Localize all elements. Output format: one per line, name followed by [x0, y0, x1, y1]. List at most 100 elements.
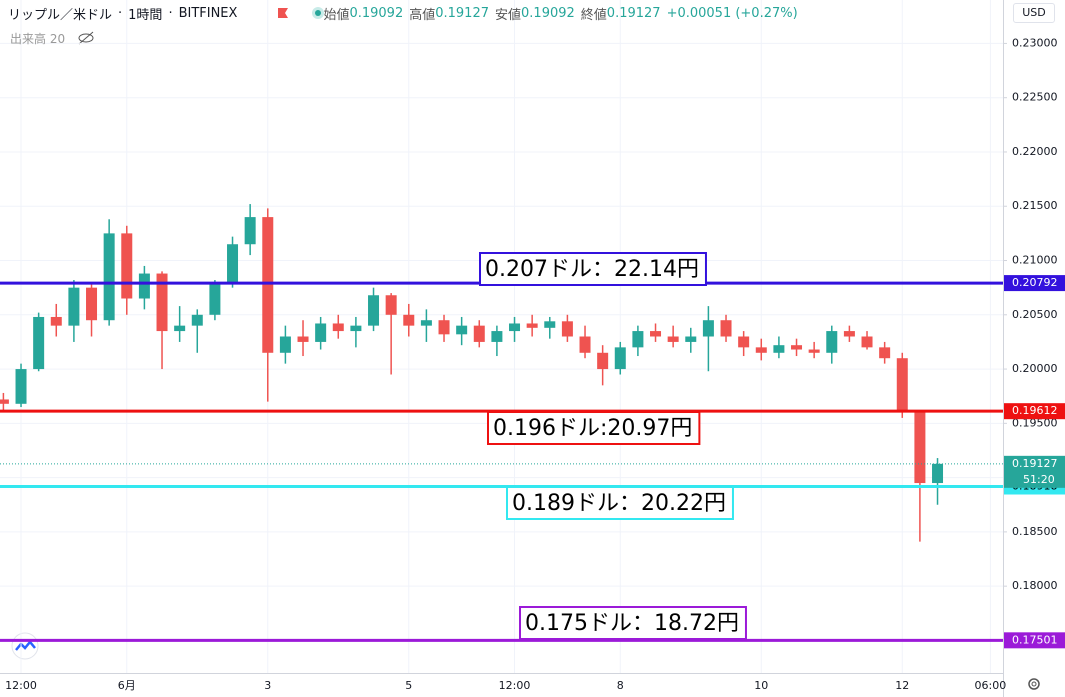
y-tick-label: 0.21000 [1012, 254, 1058, 267]
x-tick-label: 06:00 [975, 679, 1007, 692]
candle-body [279, 336, 291, 353]
candle-body [138, 273, 150, 299]
candle-body [174, 325, 186, 332]
interval: 1時間 [128, 8, 163, 23]
candle-body [826, 331, 838, 353]
countdown: 51:20 [1023, 473, 1055, 486]
candle-body [33, 316, 45, 370]
symbol: リップル／米ドル [8, 8, 113, 23]
price-tag-label: 0.17501 [1012, 633, 1058, 646]
close: 0.19127 [606, 6, 661, 21]
logo[interactable] [11, 632, 39, 660]
low-label: 安値 [495, 8, 522, 23]
candle-body [738, 336, 750, 348]
currency-button[interactable]: USD [1013, 3, 1055, 23]
x-tick-label: 10 [754, 679, 768, 692]
candle-body [156, 273, 168, 332]
flag-icon[interactable] [278, 8, 288, 18]
annotation-box [479, 252, 707, 286]
candle-body [597, 352, 609, 370]
candle-body [15, 369, 27, 404]
price-tag-label: 0.20792 [1012, 276, 1058, 289]
candle-body [456, 325, 468, 335]
candle-body [632, 331, 644, 348]
annotation: 0.189ドル：20.22円 [506, 486, 734, 520]
candle-body [385, 295, 397, 315]
volume-label: 出来高 [10, 32, 47, 46]
annotation: 0.175ドル：18.72円 [519, 606, 747, 640]
candle-body [614, 347, 626, 370]
candle-body [667, 336, 679, 342]
candle-body [368, 295, 380, 326]
candle-body [755, 347, 767, 353]
annotation-label: 0.207ドル：22.14円 [485, 257, 699, 282]
annotation-label: 0.175ドル：18.72円 [525, 611, 739, 636]
candle-body [438, 320, 450, 335]
close-label: 終値 [580, 8, 607, 23]
settings-icon[interactable] [1028, 678, 1040, 690]
candle-body [315, 323, 327, 342]
candle-body [191, 314, 203, 326]
high: 0.19127 [435, 6, 489, 21]
candle-body [509, 323, 521, 332]
candle-body [350, 325, 362, 332]
candle-body [0, 399, 9, 404]
candle-body [473, 325, 485, 342]
exchange: BITFINEX [178, 6, 238, 21]
high-label: 高値 [409, 8, 436, 23]
candle-body [68, 287, 80, 326]
annotation: 0.196ドル:20.97円 [487, 411, 701, 445]
annotation-label: 0.196ドル:20.97円 [493, 416, 692, 441]
open: 0.19092 [349, 6, 404, 21]
candle-body [685, 336, 697, 342]
candle-body [702, 320, 714, 337]
annotation: 0.207ドル：22.14円 [479, 252, 707, 286]
price-tag [1004, 455, 1065, 488]
x-tick-label: 12:00 [5, 679, 37, 692]
x-tick-label: 5 [405, 679, 412, 692]
candle-body [86, 287, 98, 321]
candle-body [420, 320, 432, 326]
y-tick-label: 0.23000 [1012, 36, 1058, 49]
candle-body [561, 321, 573, 337]
price-tag [1004, 275, 1065, 292]
y-tick-label: 0.19500 [1012, 416, 1058, 429]
y-tick-label: 0.20000 [1012, 362, 1058, 375]
current-price-label: 0.19127 [1012, 457, 1058, 470]
price-tag [1004, 632, 1065, 649]
price-tag-label: 0.19612 [1012, 404, 1058, 417]
candle-body [932, 463, 944, 484]
x-tick-label: 3 [264, 679, 271, 692]
candle-body [403, 314, 415, 326]
candle-body [262, 217, 274, 353]
volume-value: 20 [49, 32, 66, 46]
annotation-label: 0.189ドル：20.22円 [512, 491, 726, 516]
x-tick-label: 8 [617, 679, 624, 692]
status-dot [312, 7, 324, 19]
x-tick-label: 6月 [118, 679, 136, 692]
annotation-box [506, 486, 734, 520]
candle-body [896, 358, 908, 413]
annotation-box [519, 606, 747, 640]
candle-body [491, 331, 503, 342]
candle-body [579, 336, 591, 353]
x-tick-label: 12:00 [499, 679, 531, 692]
y-tick-label: 0.21500 [1012, 199, 1058, 212]
volume: 出来高 20 [10, 30, 65, 47]
candle-body [650, 331, 662, 337]
hide-icon[interactable] [78, 31, 94, 45]
y-tick-label: 0.18000 [1012, 579, 1058, 592]
y-tick-label: 0.22500 [1012, 91, 1058, 104]
candle-body [526, 323, 538, 328]
candle-body [227, 244, 239, 285]
y-tick-label: 0.22000 [1012, 145, 1058, 158]
candle-body [297, 336, 309, 342]
price-tag [1004, 403, 1065, 420]
candle-body [861, 336, 873, 348]
candle-body [843, 331, 855, 337]
candle-body [209, 284, 221, 315]
candle-body [332, 323, 344, 332]
